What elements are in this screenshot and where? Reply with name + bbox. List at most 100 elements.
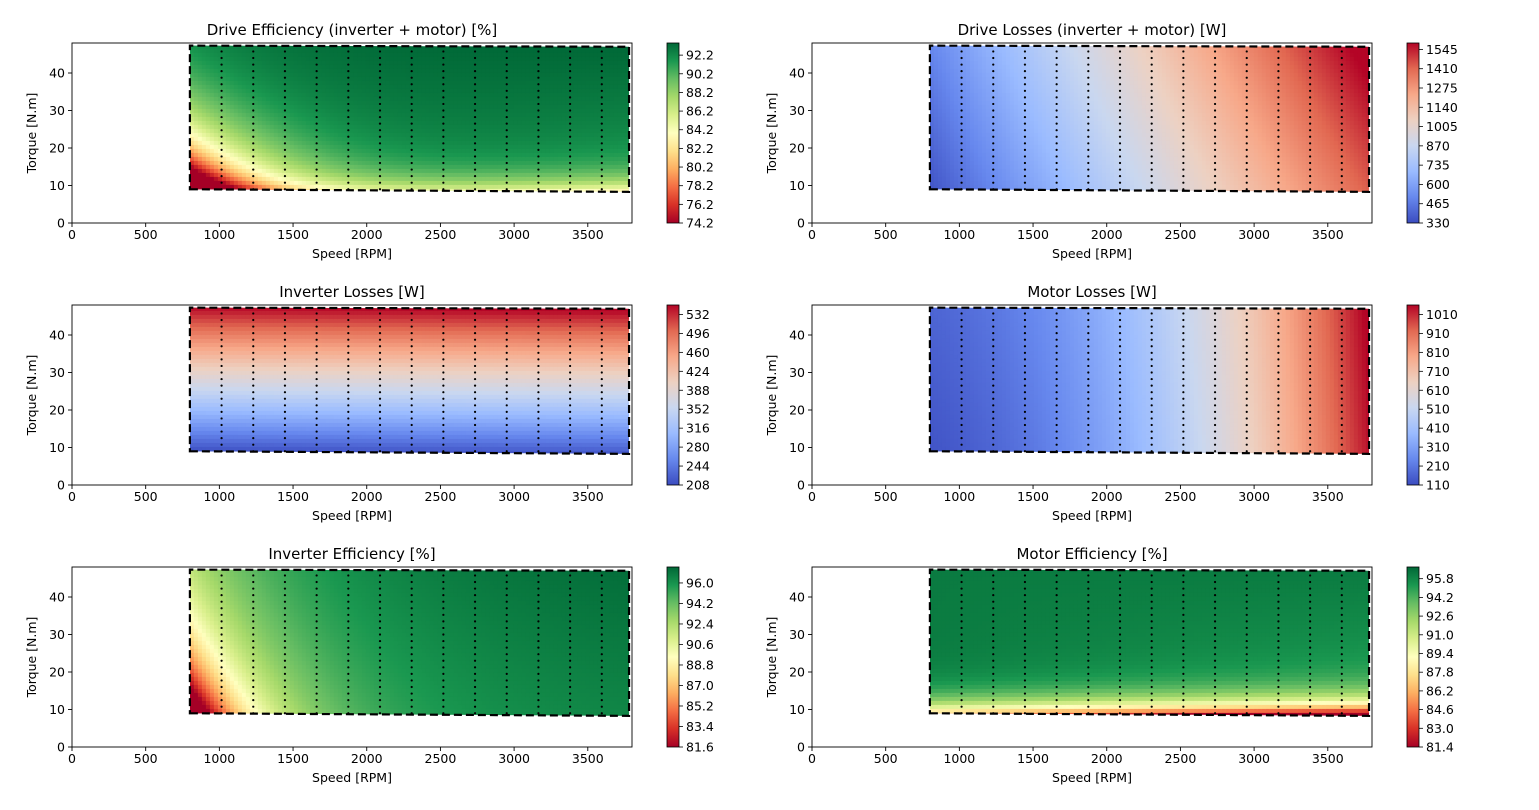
heatmap-cell: [357, 116, 363, 122]
operating-point: [220, 122, 223, 125]
heatmap-cell: [497, 48, 503, 54]
heatmap-cell: [189, 148, 195, 154]
heatmap-cell: [281, 112, 287, 118]
heatmap-cell: [613, 140, 619, 146]
heatmap-cell: [201, 156, 207, 162]
operating-point: [252, 70, 255, 73]
heatmap-cell: [961, 160, 967, 166]
heatmap-cell: [329, 120, 335, 126]
heatmap-cell: [573, 104, 579, 110]
heatmap-cell: [969, 148, 975, 154]
heatmap-cell: [589, 100, 595, 106]
heatmap-cell: [377, 124, 383, 130]
heatmap-cell: [445, 184, 451, 190]
heatmap-cell: [537, 160, 543, 166]
heatmap-cell: [261, 100, 267, 106]
heatmap-cell: [505, 156, 511, 162]
heatmap-cell: [337, 144, 343, 150]
operating-point: [347, 50, 350, 53]
heatmap-cell: [593, 116, 599, 122]
heatmap-cell: [461, 184, 467, 190]
heatmap-cell: [537, 128, 543, 134]
operating-point: [283, 148, 287, 151]
operating-point: [315, 168, 318, 171]
heatmap-cell: [349, 172, 355, 178]
heatmap-cell: [493, 52, 499, 58]
heatmap-cell: [237, 176, 243, 182]
heatmap-cell: [229, 48, 235, 54]
heatmap-cell: [481, 180, 487, 186]
heatmap-cell: [357, 108, 363, 114]
heatmap-cell: [361, 56, 367, 62]
heatmap-cell: [505, 76, 511, 82]
operating-point: [378, 135, 382, 138]
heatmap-cell: [597, 124, 603, 130]
heatmap-cell: [333, 116, 339, 122]
heatmap-cell: [413, 124, 419, 130]
heatmap-cell: [941, 164, 947, 170]
heatmap-cell: [433, 156, 439, 162]
heatmap-cell: [369, 76, 375, 82]
heatmap-cell: [485, 72, 491, 78]
heatmap-cell: [593, 184, 599, 190]
heatmap-cell: [565, 136, 571, 142]
heatmap-cell: [525, 68, 531, 74]
heatmap-cell: [457, 148, 463, 154]
heatmap-cell: [957, 120, 963, 126]
heatmap-cell: [261, 72, 267, 78]
heatmap-cell: [253, 64, 259, 70]
heatmap-cell: [621, 112, 627, 118]
heatmap-cell: [365, 56, 371, 62]
operating-point: [569, 148, 572, 151]
operating-point: [410, 168, 413, 171]
heatmap-cell: [589, 168, 595, 174]
operating-point: [505, 50, 508, 53]
heatmap-cell: [221, 52, 227, 58]
heatmap-cell: [365, 176, 371, 182]
heatmap-cell: [373, 76, 379, 82]
heatmap-cell: [485, 92, 491, 98]
heatmap-cell: [481, 132, 487, 138]
heatmap-cell: [397, 68, 403, 74]
heatmap-cell: [301, 128, 307, 134]
heatmap-cell: [549, 160, 555, 166]
heatmap-cell: [329, 128, 335, 134]
heatmap-cell: [461, 168, 467, 174]
heatmap-cell: [617, 152, 623, 158]
heatmap-cell: [429, 112, 435, 118]
heatmap-cell: [373, 100, 379, 106]
heatmap-cell: [365, 120, 371, 126]
heatmap-cell: [429, 72, 435, 78]
heatmap-cell: [201, 48, 207, 54]
heatmap-cell: [229, 156, 235, 162]
heatmap-cell: [953, 160, 959, 166]
heatmap-cell: [429, 172, 435, 178]
heatmap-cell: [941, 96, 947, 102]
heatmap-cell: [473, 128, 479, 134]
heatmap-cell: [577, 160, 583, 166]
heatmap-cell: [317, 140, 323, 146]
heatmap-cell: [961, 168, 967, 174]
heatmap-cell: [521, 116, 527, 122]
heatmap-cell: [237, 164, 243, 170]
heatmap-cell: [365, 96, 371, 102]
heatmap-cell: [953, 60, 959, 66]
heatmap-cell: [493, 144, 499, 150]
heatmap-cell: [941, 76, 947, 82]
heatmap-cell: [937, 52, 943, 58]
heatmap-cell: [393, 148, 399, 154]
heatmap-cell: [285, 116, 291, 122]
heatmap-cell: [613, 52, 619, 58]
heatmap-cell: [477, 108, 483, 114]
heatmap-cell: [233, 52, 239, 58]
heatmap-cell: [301, 172, 307, 178]
heatmap-cell: [273, 180, 279, 186]
operating-point: [537, 109, 540, 112]
heatmap-cell: [941, 152, 947, 158]
heatmap-cell: [941, 168, 947, 174]
heatmap-cell: [409, 76, 415, 82]
heatmap-cell: [509, 164, 515, 170]
heatmap-cell: [969, 104, 975, 110]
heatmap-cell: [441, 104, 447, 110]
heatmap-cell: [213, 76, 219, 82]
